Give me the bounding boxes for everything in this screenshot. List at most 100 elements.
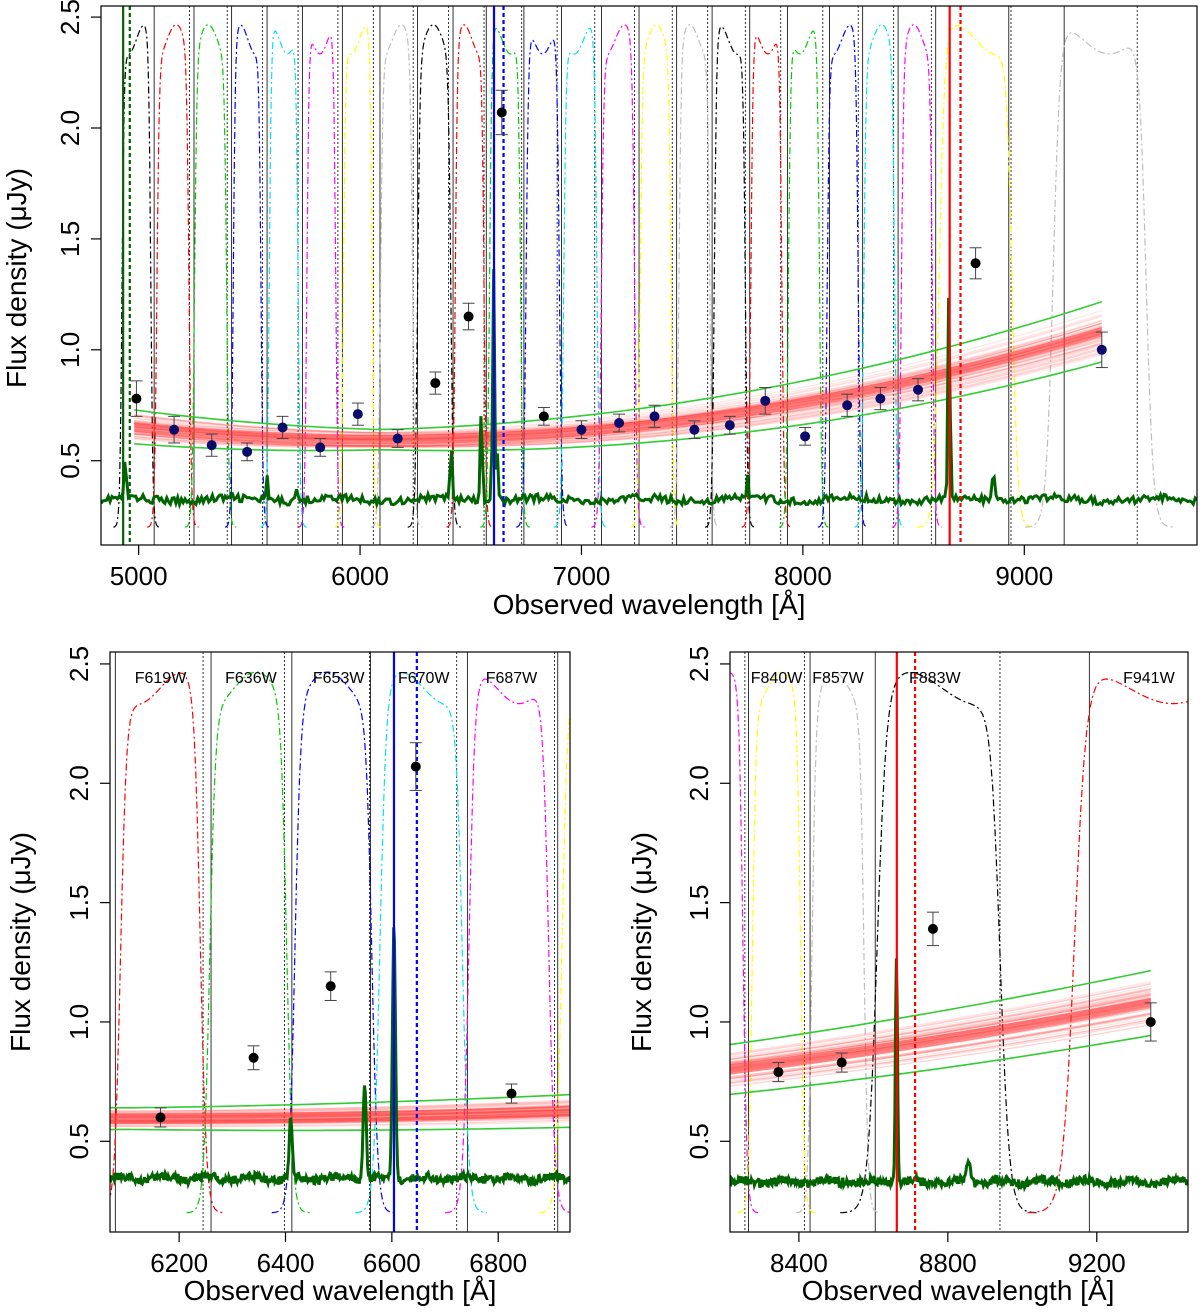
y-tick-label: 2.5 bbox=[55, 0, 85, 35]
x-tick-label: 6000 bbox=[331, 561, 389, 591]
data-point-navy bbox=[724, 420, 735, 431]
model-realisation bbox=[134, 347, 1102, 447]
model-realisation bbox=[134, 348, 1102, 448]
filter-curve bbox=[480, 27, 530, 528]
filter-curve bbox=[516, 39, 570, 528]
model-realisation bbox=[730, 990, 1151, 1062]
model-realisation bbox=[110, 1100, 570, 1114]
model-realisation bbox=[730, 1024, 1151, 1087]
panel-bottom-right: F840W F857W F883W F941W 8400 8800 9200 0.5 1.0 1.… bbox=[626, 646, 1189, 1306]
data-point-black bbox=[496, 107, 507, 118]
data-point-navy bbox=[875, 393, 886, 404]
model-realisation bbox=[730, 1013, 1151, 1078]
filter-curve bbox=[892, 23, 942, 528]
x-tick-label: 8400 bbox=[770, 1248, 828, 1278]
model-envelope bbox=[134, 361, 1103, 452]
plot-frame bbox=[729, 651, 1189, 1233]
data-point-navy bbox=[169, 424, 180, 435]
y-tick-label: 1.5 bbox=[684, 885, 714, 921]
filter-curve bbox=[796, 671, 880, 1214]
data-point-navy bbox=[800, 431, 811, 442]
data-point-navy bbox=[277, 422, 288, 433]
model-realisation bbox=[134, 345, 1102, 447]
y-tick-label: 1.5 bbox=[64, 885, 94, 921]
x-axis-title: Observed wavelength [Å] bbox=[802, 1275, 1115, 1306]
model-realisation bbox=[730, 985, 1151, 1058]
data-point-black bbox=[1145, 1016, 1156, 1027]
model-realisation bbox=[134, 338, 1102, 448]
model-realisation bbox=[110, 1102, 570, 1114]
filter-curve bbox=[840, 671, 1037, 1214]
data-point-black bbox=[538, 411, 549, 422]
model-realisation bbox=[730, 989, 1151, 1061]
data-point-navy bbox=[689, 424, 700, 435]
model-realisation bbox=[730, 993, 1151, 1065]
model-realisation bbox=[730, 988, 1151, 1060]
model-realisation bbox=[134, 348, 1102, 447]
x-tick-label: 9200 bbox=[1068, 1248, 1126, 1278]
model-realisation bbox=[730, 996, 1151, 1064]
data-point-navy bbox=[242, 446, 253, 457]
data-point-navy bbox=[842, 400, 853, 411]
spectrum-line bbox=[730, 958, 1188, 1193]
filter-curve bbox=[917, 25, 1035, 528]
y-tick-label: 1.0 bbox=[684, 1004, 714, 1040]
plot-frame bbox=[109, 651, 571, 1233]
x-tick-label: 8000 bbox=[774, 561, 832, 591]
model-realisation bbox=[730, 983, 1151, 1056]
y-tick-label: 2.0 bbox=[55, 110, 85, 146]
model-realisation bbox=[110, 1099, 570, 1113]
filter-label: F883W bbox=[909, 670, 961, 687]
model-realisation bbox=[110, 1119, 570, 1127]
filter-curve bbox=[334, 26, 381, 528]
model-realisation bbox=[134, 354, 1102, 448]
model-realisation bbox=[730, 991, 1151, 1064]
filter-curve bbox=[630, 23, 681, 528]
x-tick-label: 5000 bbox=[110, 561, 168, 591]
filter-curve bbox=[110, 672, 225, 1214]
y-axis-title: Flux density (μJy) bbox=[626, 832, 657, 1052]
model-realisation bbox=[134, 313, 1102, 434]
plot-area bbox=[730, 652, 1188, 1232]
filter-curve bbox=[271, 671, 396, 1214]
model-envelope bbox=[730, 1034, 1151, 1096]
filter-curve bbox=[854, 23, 905, 528]
y-tick-label: 0.5 bbox=[64, 1123, 94, 1159]
x-tick-label: 9000 bbox=[995, 561, 1053, 591]
data-point-black bbox=[836, 1057, 847, 1068]
x-axis-title: Observed wavelength [Å] bbox=[493, 589, 806, 620]
filter-curve bbox=[817, 24, 868, 528]
data-point-navy bbox=[614, 418, 625, 429]
data-point-navy bbox=[352, 409, 363, 420]
model-realisation bbox=[730, 982, 1151, 1055]
model-realisation bbox=[134, 338, 1102, 446]
data-point-navy bbox=[392, 433, 403, 444]
filter-curve bbox=[539, 707, 570, 1214]
x-tick-label: 6800 bbox=[469, 1248, 527, 1278]
data-point-black bbox=[248, 1052, 259, 1063]
data-point-black bbox=[927, 923, 938, 934]
model-realisation bbox=[110, 1117, 570, 1125]
filter-curve bbox=[370, 24, 423, 528]
data-point-black bbox=[506, 1088, 517, 1099]
model-realisation bbox=[730, 1016, 1151, 1082]
model-realisation bbox=[730, 1015, 1151, 1079]
filter-curve bbox=[184, 23, 237, 528]
x-tick-label: 6600 bbox=[363, 1248, 421, 1278]
data-point-black bbox=[430, 378, 441, 389]
filter-curve bbox=[1025, 32, 1175, 528]
filter-curve bbox=[298, 35, 345, 528]
model-realisation bbox=[730, 1019, 1151, 1084]
model-realisation bbox=[730, 1021, 1151, 1085]
filter-curve bbox=[446, 24, 493, 528]
model-realisation bbox=[730, 994, 1151, 1066]
filter-curve bbox=[704, 26, 755, 528]
model-realisation bbox=[730, 1012, 1151, 1078]
model-realisation bbox=[110, 1121, 570, 1128]
model-realisation bbox=[730, 1012, 1151, 1078]
filter-curve bbox=[741, 35, 792, 528]
model-realisation bbox=[730, 994, 1151, 1064]
model-realisation bbox=[730, 1018, 1151, 1084]
filter-label: F636W bbox=[225, 670, 277, 687]
